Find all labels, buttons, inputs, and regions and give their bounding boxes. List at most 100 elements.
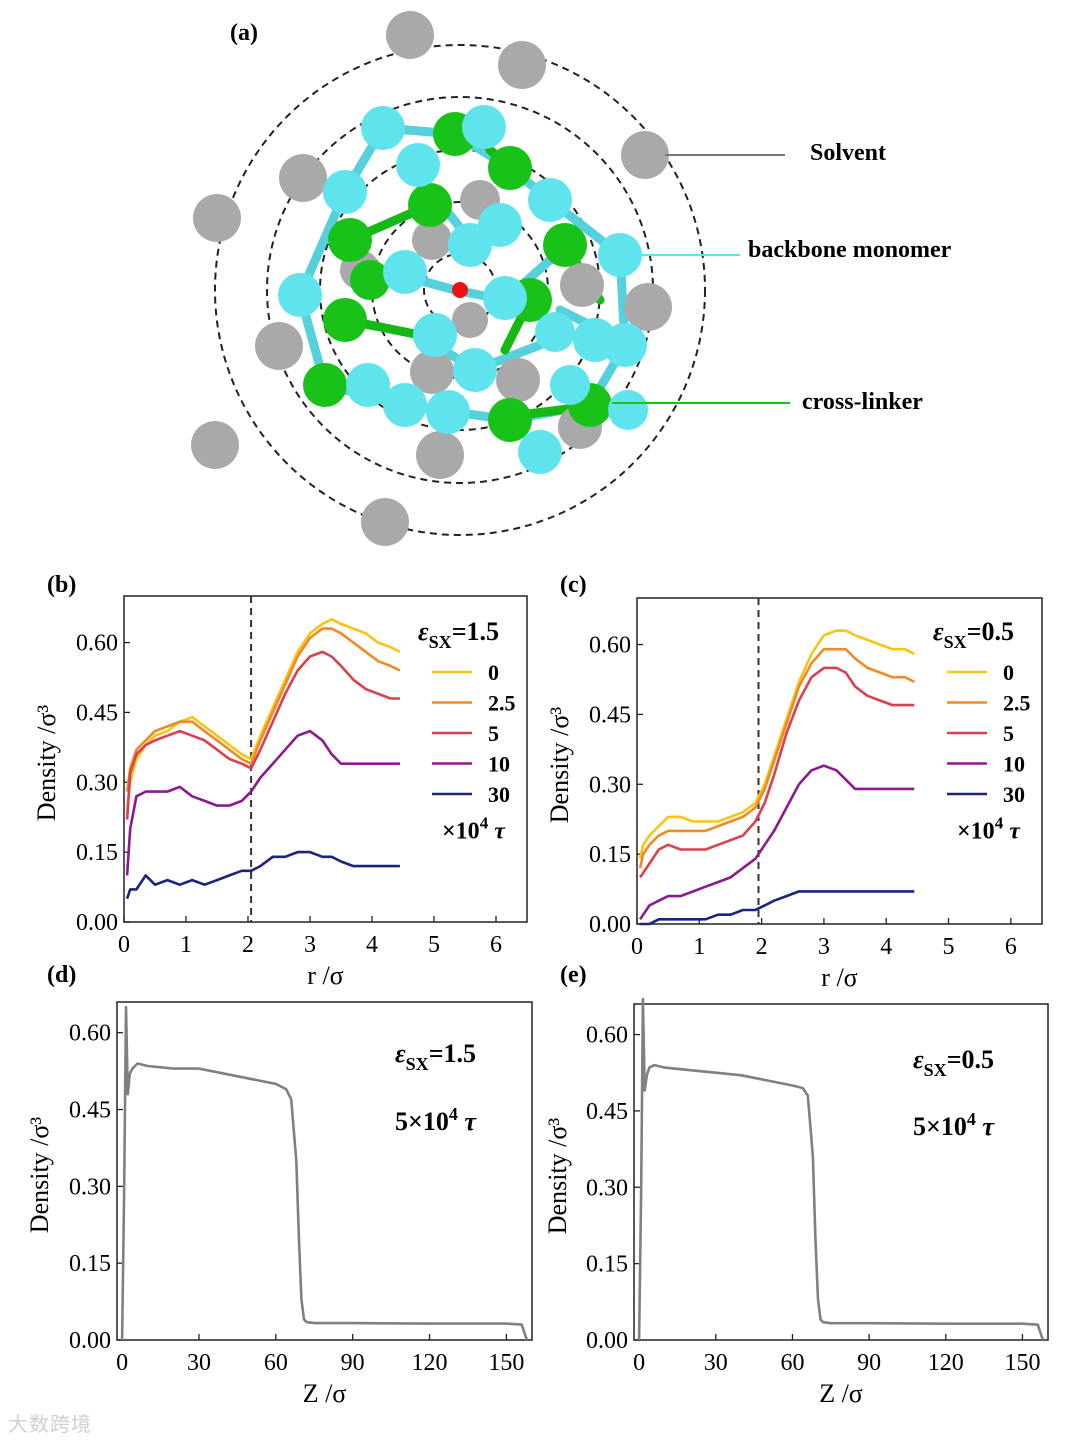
y-tick-label: 0.30 — [589, 772, 631, 798]
panel-label-c: (c) — [560, 572, 587, 598]
solvent-particle — [193, 194, 241, 242]
series-line-density — [637, 997, 1045, 1341]
x-axis-title: r /σ — [307, 961, 343, 990]
backbone-particles — [278, 105, 648, 474]
legend-entry-label: 2.5 — [1003, 691, 1031, 716]
legend-unit: ×104 τ — [442, 814, 506, 845]
solvent-particle — [416, 431, 464, 479]
x-tick-label: 2 — [756, 934, 768, 960]
legend-entry-label: 10 — [1003, 752, 1025, 777]
series-line-10 — [125, 729, 400, 876]
series-line-10 — [639, 764, 915, 921]
legend-solvent: Solvent — [810, 140, 886, 166]
legend-unit: ×104 τ — [957, 814, 1021, 845]
panel-a-illustration: (a) — [191, 11, 952, 546]
series-line-0 — [638, 629, 915, 860]
y-tick-label: 0.00 — [69, 1328, 111, 1354]
x-tick-label: 6 — [490, 932, 502, 958]
solvent-particle — [386, 11, 434, 59]
series-line-30 — [125, 850, 400, 900]
y-axis-title: Density /σ³ — [25, 1117, 54, 1234]
legend-entry-label: 10 — [488, 752, 510, 777]
y-tick-label: 0.60 — [69, 1021, 111, 1047]
backbone-particle — [608, 390, 648, 430]
x-axis-title: Z /σ — [819, 1379, 863, 1408]
crosslinker-particles — [303, 112, 612, 442]
solvent-particle — [621, 131, 669, 179]
backbone-particle — [361, 106, 405, 150]
backbone-particle — [323, 170, 367, 214]
backbone-particle — [396, 143, 440, 187]
y-tick-label: 0.30 — [76, 770, 118, 796]
watermark-text: 大数跨境 — [8, 1412, 92, 1436]
crosslinker-particle — [328, 218, 372, 262]
y-tick-label: 0.45 — [589, 702, 631, 728]
series-line-density — [120, 1005, 529, 1341]
solvent-particle — [255, 322, 303, 370]
crosslinker-particle — [350, 260, 390, 300]
backbone-particle — [278, 273, 322, 317]
x-tick-label: 1 — [180, 932, 192, 958]
x-tick-label: 3 — [304, 932, 316, 958]
legend-title: εSX=1.5 — [418, 617, 499, 652]
solvent-particle — [560, 263, 604, 307]
solvent-particle — [410, 350, 454, 394]
y-tick-label: 0.60 — [76, 631, 118, 657]
panel-label-b: (b) — [47, 572, 76, 598]
solvent-particle — [191, 421, 239, 469]
y-tick-label: 0.00 — [586, 1328, 628, 1354]
plot-frame — [123, 595, 528, 923]
x-tick-label: 120 — [928, 1350, 964, 1376]
backbone-particle — [426, 390, 470, 434]
y-tick-label: 0.30 — [69, 1174, 111, 1200]
crosslinker-particle — [543, 223, 587, 267]
legend-backbone-monomer: backbone monomer — [748, 237, 952, 263]
legend-entry-label: 30 — [488, 782, 510, 807]
crosslinker-particle — [303, 363, 347, 407]
y-tick-label: 0.15 — [69, 1251, 111, 1277]
y-tick-label: 0.15 — [76, 840, 118, 866]
x-tick-label: 1 — [693, 934, 705, 960]
crosslinker-particle — [408, 183, 452, 227]
annotation-time: 5×104 τ — [913, 1109, 995, 1141]
legend-entry-label: 0 — [488, 660, 499, 685]
backbone-particle — [478, 203, 522, 247]
x-axis-title: Z /σ — [303, 1379, 347, 1408]
backbone-particle — [453, 348, 497, 392]
x-tick-label: 120 — [412, 1350, 448, 1376]
x-tick-label: 5 — [428, 932, 440, 958]
solvent-particle — [498, 41, 546, 89]
y-tick-label: 0.45 — [69, 1098, 111, 1124]
solvent-particle — [361, 498, 409, 546]
annotation-epsilon: εSX=1.5 — [395, 1039, 476, 1074]
y-tick-label: 0.15 — [589, 842, 631, 868]
y-axis-title: Density /σ³ — [545, 707, 574, 824]
y-axis-title: Density /σ³ — [32, 705, 61, 822]
legend-cross-linker: cross-linker — [802, 389, 923, 415]
series-line-2.5 — [125, 627, 401, 792]
backbone-particle — [550, 365, 590, 405]
crosslinker-particle — [488, 146, 532, 190]
x-tick-label: 4 — [880, 934, 892, 960]
backbone-particle — [528, 178, 572, 222]
x-tick-label: 150 — [1004, 1350, 1040, 1376]
series-line-30 — [640, 890, 915, 926]
x-tick-label: 30 — [187, 1350, 211, 1376]
x-tick-label: 6 — [1005, 934, 1017, 960]
chart-b-radial-density: (b) 0 1 2 3 4 5 6 0.00 0.15 0.30 0.45 0.60 r /σ Densit… — [32, 572, 528, 990]
solvent-particle — [412, 220, 452, 260]
x-tick-label: 90 — [341, 1350, 365, 1376]
backbone-particle — [535, 312, 575, 352]
crosslinker-particle — [323, 298, 367, 342]
crosslinker-particle — [488, 398, 532, 442]
y-tick-label: 0.60 — [589, 633, 631, 659]
y-tick-label: 0.60 — [586, 1023, 628, 1049]
backbone-particle — [462, 105, 506, 149]
legend-entry-label: 0 — [1003, 660, 1014, 685]
chart-e-z-density: (e) 0 30 60 90 120 150 0.00 0.15 0.30 0.45 0.60 Z /σ… — [543, 962, 1049, 1408]
y-tick-label: 0.45 — [76, 700, 118, 726]
x-tick-label: 0 — [631, 934, 643, 960]
x-axis-title: r /σ — [821, 963, 857, 992]
x-tick-label: 2 — [242, 932, 254, 958]
